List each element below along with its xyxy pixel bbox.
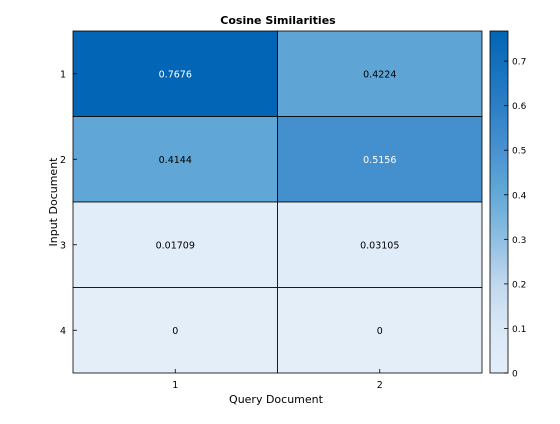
colorbar-tick-label: 0.7 bbox=[512, 58, 526, 68]
heatmap-cells: 0.7676 0.4224 0.4144 0.5156 0.01709 0.03105 0 0 bbox=[72, 30, 483, 374]
heatmap-cell bbox=[277, 201, 483, 288]
colorbar-tick-label: 0.4 bbox=[512, 191, 527, 201]
y-tick-label: 1 bbox=[60, 69, 66, 80]
cell-value-label: 0.7676 bbox=[159, 69, 192, 80]
y-tick-label: 2 bbox=[60, 155, 66, 166]
cell-value-label: 0.4144 bbox=[159, 155, 192, 166]
heatmap-cell bbox=[72, 116, 278, 203]
colorbar-tick-label: 0.1 bbox=[512, 325, 526, 335]
colorbar-tick-label: 0.6 bbox=[512, 102, 527, 112]
cell-value-label: 0.03105 bbox=[360, 240, 399, 251]
heatmap-cell bbox=[72, 30, 278, 117]
chart-title: Cosine Similarities bbox=[220, 14, 336, 27]
cell-value-label: 0 bbox=[377, 326, 383, 337]
x-axis-label: Query Document bbox=[229, 393, 324, 406]
heatmap-cell bbox=[277, 287, 483, 374]
heatmap-cell bbox=[277, 30, 483, 117]
colorbar-tick-label: 0.3 bbox=[512, 236, 526, 246]
y-tick-label: 4 bbox=[60, 326, 66, 337]
colorbar-tick-label: 0.5 bbox=[512, 147, 526, 157]
heatmap-cell bbox=[277, 116, 483, 203]
colorbar-tick-label: 0 bbox=[512, 370, 518, 380]
colorbar-bar bbox=[489, 30, 509, 374]
heatmap-cell bbox=[72, 201, 278, 288]
y-tick-labels: 1 2 3 4 bbox=[60, 69, 77, 337]
y-tick-label: 3 bbox=[60, 240, 66, 251]
x-tick-label: 1 bbox=[172, 380, 178, 391]
heatmap-cell bbox=[72, 287, 278, 374]
cell-value-label: 0.5156 bbox=[363, 155, 396, 166]
cell-value-label: 0 bbox=[172, 326, 178, 337]
colorbar: 0 0.1 0.2 0.3 0.4 0.5 0.6 0.7 bbox=[489, 30, 527, 380]
cell-value-label: 0.01709 bbox=[156, 240, 195, 251]
y-axis-label: Input Document bbox=[47, 157, 60, 247]
x-tick-label: 2 bbox=[377, 380, 383, 391]
colorbar-tick-label: 0.2 bbox=[512, 280, 526, 290]
cell-value-label: 0.4224 bbox=[363, 69, 396, 80]
